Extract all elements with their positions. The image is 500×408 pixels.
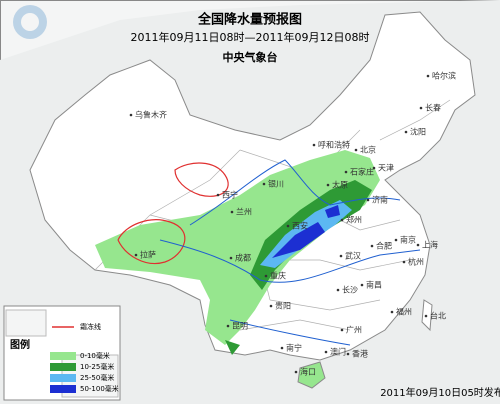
city-label: 杭州 [408, 257, 424, 267]
issuer: 中央气象台 [223, 50, 278, 64]
city-label: 合肥 [376, 241, 392, 251]
city-label: 上海 [422, 240, 438, 250]
city-label: 贵阳 [275, 301, 291, 311]
issue-time: 2011年09月10日05时发布 [380, 386, 500, 399]
city-label: 郑州 [346, 215, 362, 225]
city-label: 兰州 [236, 207, 252, 217]
city-dot [286, 224, 290, 228]
legend-label: 50-100毫米 [80, 384, 119, 393]
city-label: 南京 [400, 235, 416, 245]
city-dot [336, 288, 340, 292]
taiwan [421, 299, 433, 332]
city-label: 西安 [292, 221, 308, 231]
south-sea-inset [5, 309, 47, 337]
city-dot [346, 352, 350, 356]
city-dot [416, 243, 420, 247]
city-dot [394, 238, 398, 242]
city-label: 南宁 [286, 343, 302, 353]
legend-label: 霜冻线 [80, 322, 101, 331]
city-dot [340, 328, 344, 332]
city-dot [372, 166, 376, 170]
city-dot [366, 198, 370, 202]
legend-label: 0-10毫米 [80, 351, 110, 360]
map-subtitle: 2011年09月11日08时—2011年09月12日08时 [131, 30, 370, 44]
city-label: 香港 [352, 349, 368, 359]
legend-swatch [50, 363, 76, 371]
city-label: 太原 [332, 180, 348, 190]
city-label: 武汉 [345, 251, 361, 261]
legend-swatch [50, 352, 76, 360]
city-dot [419, 106, 423, 110]
city-dot [262, 182, 266, 186]
city-dot [324, 350, 328, 354]
logo-inner [21, 13, 39, 31]
city-dot [312, 143, 316, 147]
city-dot [340, 218, 344, 222]
city-label: 海口 [300, 367, 316, 377]
hainan [297, 361, 326, 389]
rain-10-25-south [225, 340, 240, 355]
city-dot [424, 314, 428, 318]
city-dot [269, 304, 273, 308]
city-dot [134, 253, 138, 257]
city-label: 拉萨 [140, 250, 156, 260]
legend-items: 霜冻线 0-10毫米 10-25毫米 25-50毫米 50-100毫米 [50, 322, 119, 393]
city-label: 昆明 [232, 322, 248, 331]
city-dot [354, 148, 358, 152]
city-dot [402, 260, 406, 264]
city-label: 长沙 [342, 285, 358, 295]
country-outline [29, 11, 476, 361]
city-dot [339, 254, 343, 258]
city-dot [129, 113, 133, 117]
city-label: 澳门 [330, 347, 346, 357]
city-dot [404, 130, 408, 134]
city-dot [229, 256, 233, 260]
city-dot [326, 183, 330, 187]
city-label: 银川 [268, 179, 284, 189]
city-dot [370, 244, 374, 248]
city-dot [264, 274, 268, 278]
city-label: 天津 [378, 163, 394, 173]
city-label: 南昌 [366, 280, 382, 290]
legend-title: 图例 [10, 338, 30, 351]
map-title: 全国降水量预报图 [197, 12, 302, 28]
city-label: 济南 [372, 195, 388, 205]
city-dot [294, 370, 298, 374]
city-label: 广州 [346, 325, 362, 335]
city-label: 福州 [396, 308, 412, 317]
city-dot [230, 210, 234, 214]
city-label: 石家庄 [350, 167, 374, 177]
city-dot [226, 324, 230, 328]
city-dot [344, 170, 348, 174]
city-dot [280, 346, 284, 350]
legend-swatch [50, 385, 76, 393]
city-dot [360, 283, 364, 287]
city-label: 呼和浩特 [318, 140, 350, 150]
rivers [159, 159, 421, 346]
city-dot [426, 74, 430, 78]
frost-lines [117, 162, 229, 264]
rain-50-100 [272, 222, 325, 258]
city-label: 哈尔滨 [432, 71, 456, 81]
legend-swatch [50, 374, 76, 382]
rain-50-100-east [325, 205, 340, 218]
city-dot [216, 193, 220, 197]
city-label: 西宁 [222, 190, 238, 200]
city-label: 北京 [360, 145, 376, 155]
legend-label: 25-50毫米 [80, 373, 114, 382]
city-dot [390, 310, 394, 314]
city-label: 沈阳 [410, 127, 426, 137]
city-label: 重庆 [270, 271, 286, 281]
city-label: 长春 [425, 103, 441, 113]
city-label: 台北 [430, 311, 446, 321]
city-label: 成都 [235, 253, 251, 263]
city-labels: 乌鲁木齐拉萨西宁兰州银川呼和浩特北京天津石家庄太原济南郑州西安成都重庆武汉合肥南… [129, 71, 456, 377]
rain-0-10 [95, 150, 380, 345]
legend-label: 10-25毫米 [80, 362, 114, 371]
city-label: 乌鲁木齐 [135, 110, 167, 120]
